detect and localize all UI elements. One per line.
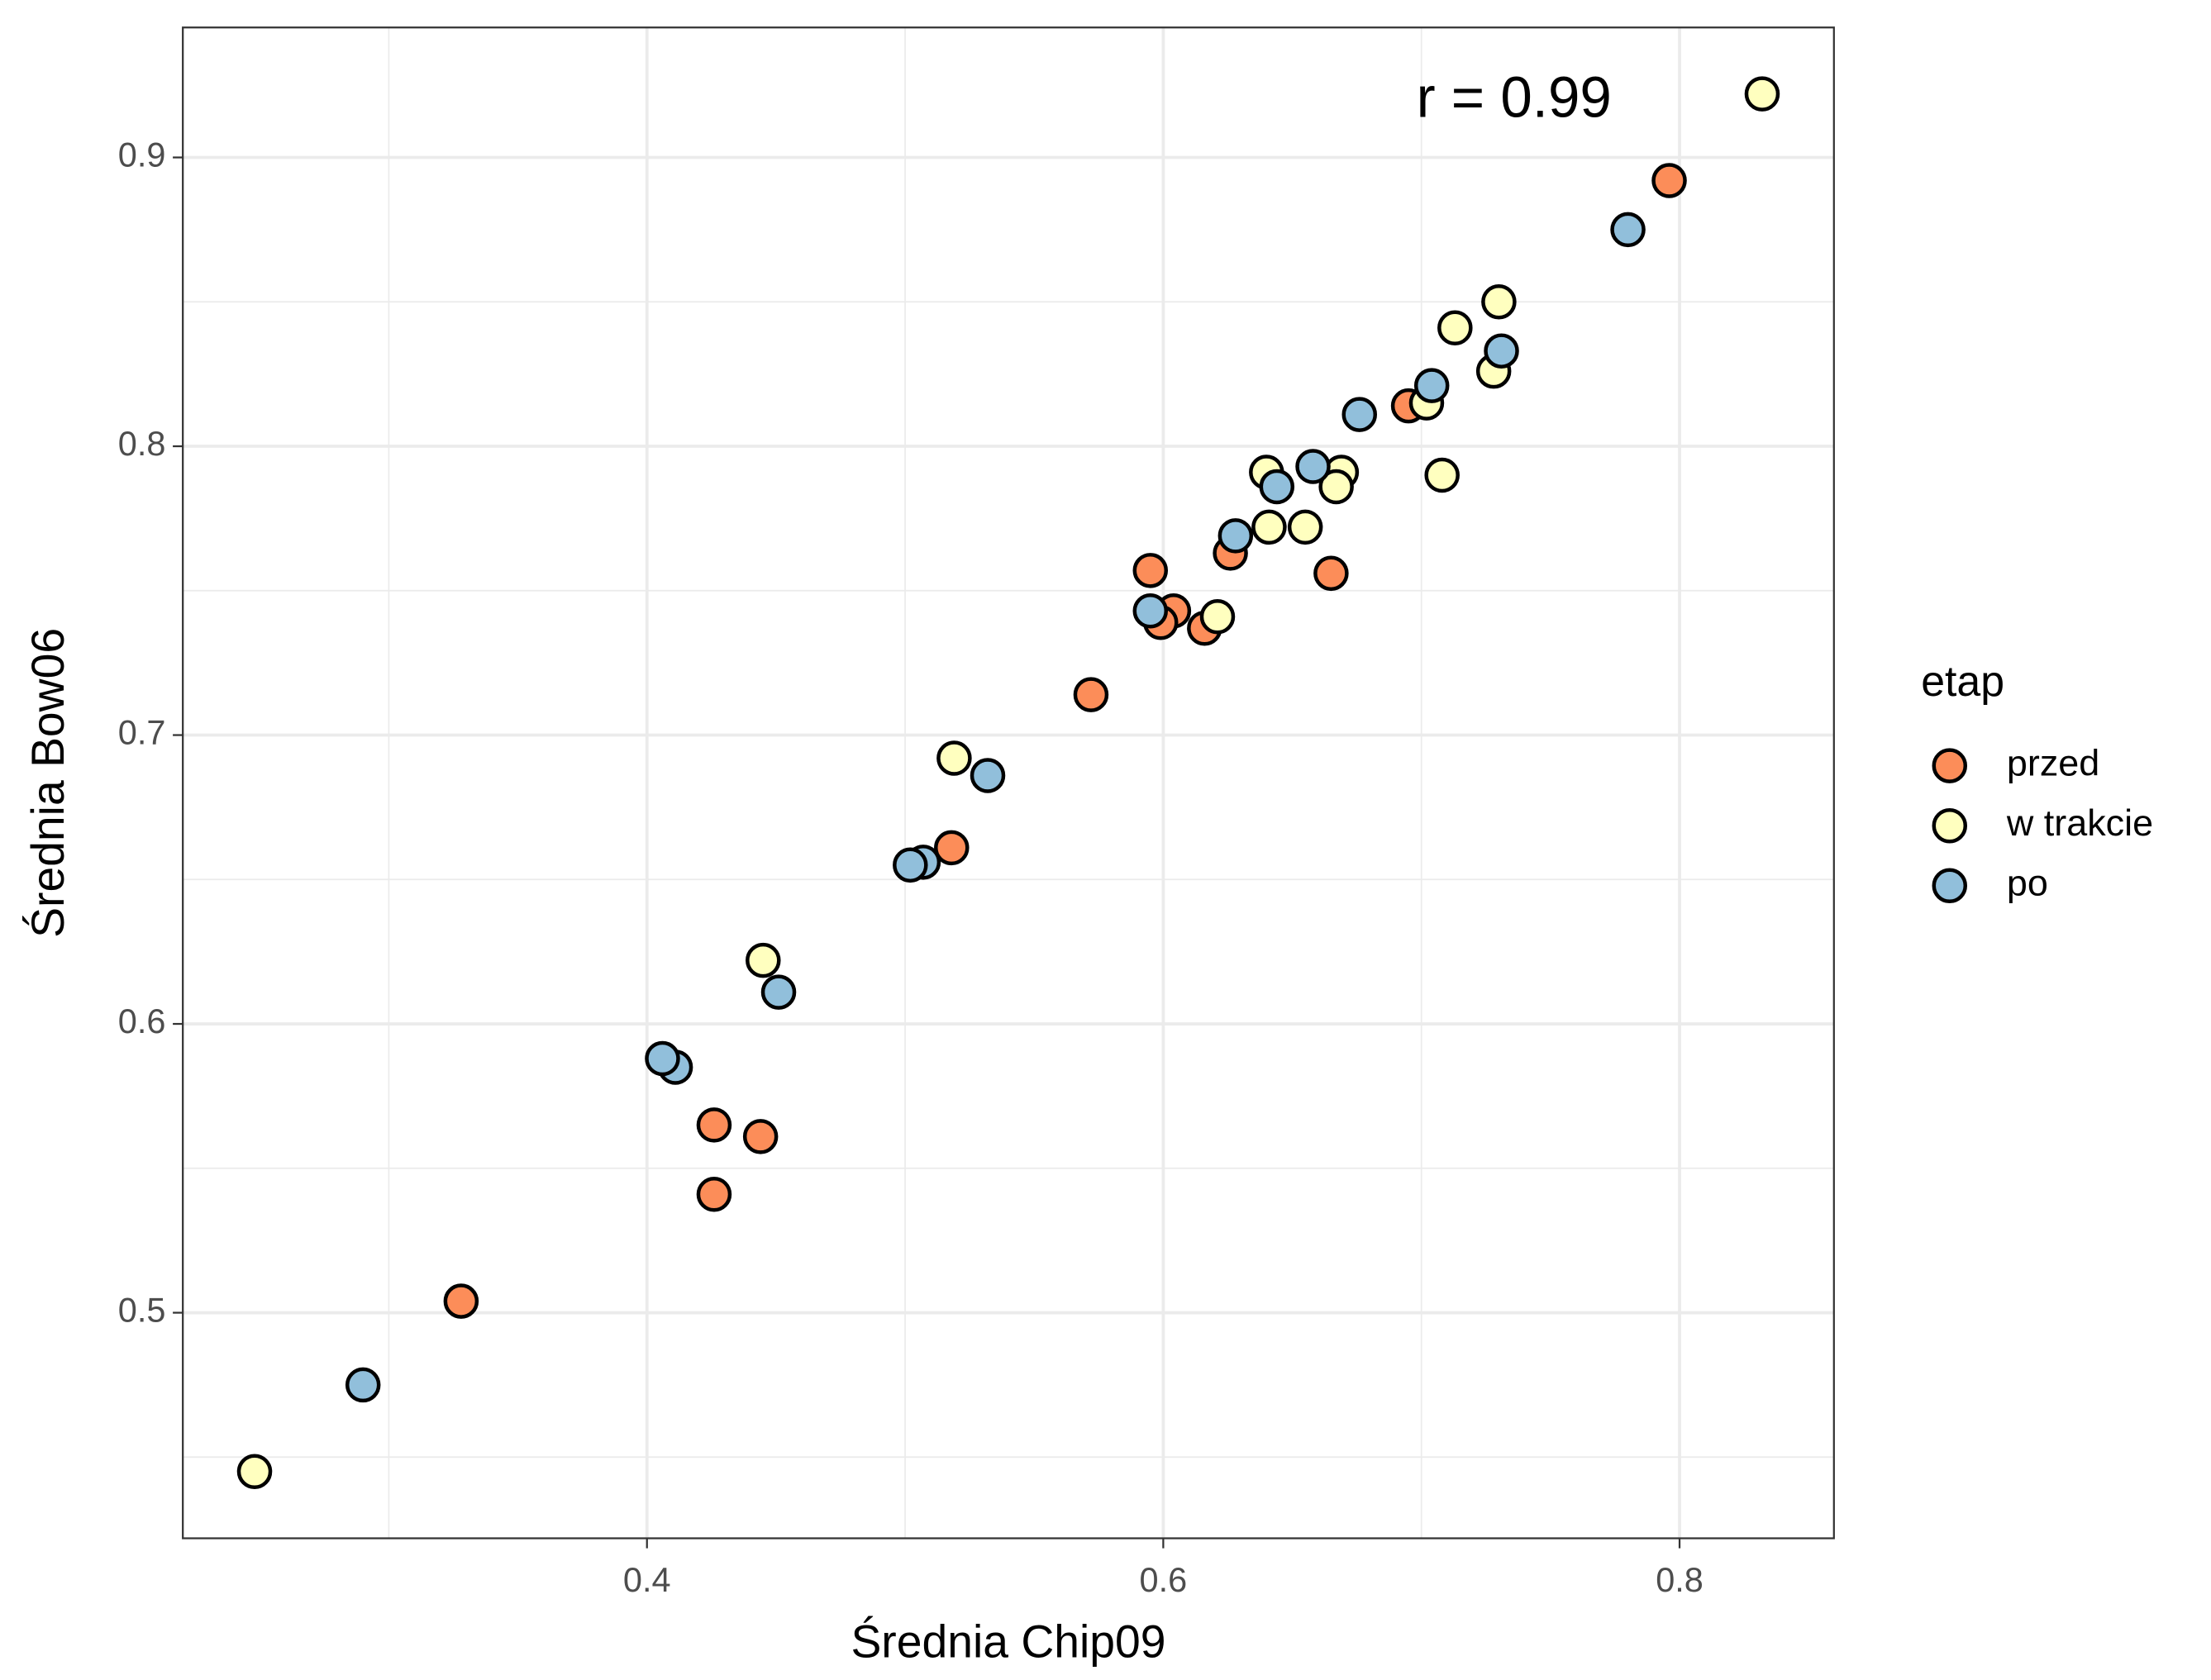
point <box>1341 397 1378 432</box>
point <box>893 847 928 883</box>
y-tick-label: 0.7 <box>118 712 166 751</box>
point <box>1295 449 1331 484</box>
point <box>236 1454 273 1490</box>
legend-key <box>1932 748 1968 783</box>
point <box>1424 457 1460 493</box>
point <box>1132 553 1169 588</box>
point <box>1251 509 1287 545</box>
legend-label: po <box>2007 862 2048 904</box>
point <box>1073 677 1109 712</box>
x-tick-label: 0.4 <box>623 1560 671 1599</box>
x-axis-title: Średnia Chip09 <box>851 1616 1165 1668</box>
point <box>742 1119 779 1154</box>
x-tick-label: 0.6 <box>1140 1560 1188 1599</box>
point <box>934 830 970 866</box>
y-tick-label: 0.6 <box>118 1002 166 1040</box>
legend-key <box>1932 868 1968 904</box>
points <box>236 76 1780 1490</box>
y-tick-label: 0.9 <box>118 135 166 174</box>
legend-label: przed <box>2007 742 2099 784</box>
point <box>1259 469 1295 505</box>
legend-key <box>1932 807 1968 844</box>
point <box>1437 310 1473 345</box>
point <box>1217 518 1254 554</box>
point <box>1481 284 1517 320</box>
point <box>345 1367 381 1403</box>
point <box>1287 509 1323 545</box>
point <box>1132 593 1169 629</box>
point <box>696 1176 732 1212</box>
point <box>1610 212 1646 248</box>
point <box>1744 76 1780 112</box>
point <box>760 974 797 1010</box>
x-tick-label: 0.8 <box>1656 1560 1704 1599</box>
point <box>443 1283 479 1319</box>
point <box>696 1107 732 1143</box>
point <box>970 758 1006 793</box>
panel-border <box>182 26 1835 1540</box>
point <box>1313 555 1349 592</box>
point <box>645 1040 680 1077</box>
point <box>1413 368 1450 403</box>
point <box>936 740 972 776</box>
annotation: r = 0.99 <box>1417 64 1612 129</box>
y-tick-label: 0.5 <box>118 1290 166 1329</box>
point <box>746 942 781 978</box>
y-axis-title: Średnia Bow06 <box>22 628 74 938</box>
point <box>1318 469 1354 505</box>
point <box>1484 333 1519 369</box>
legend: przed w trakcie po <box>1932 742 2153 904</box>
point <box>1199 598 1236 635</box>
y-tick-label: 0.8 <box>118 424 166 463</box>
legend-label: w trakcie <box>2006 802 2153 844</box>
point <box>1651 163 1687 198</box>
legend-title: etap <box>1921 657 2004 705</box>
